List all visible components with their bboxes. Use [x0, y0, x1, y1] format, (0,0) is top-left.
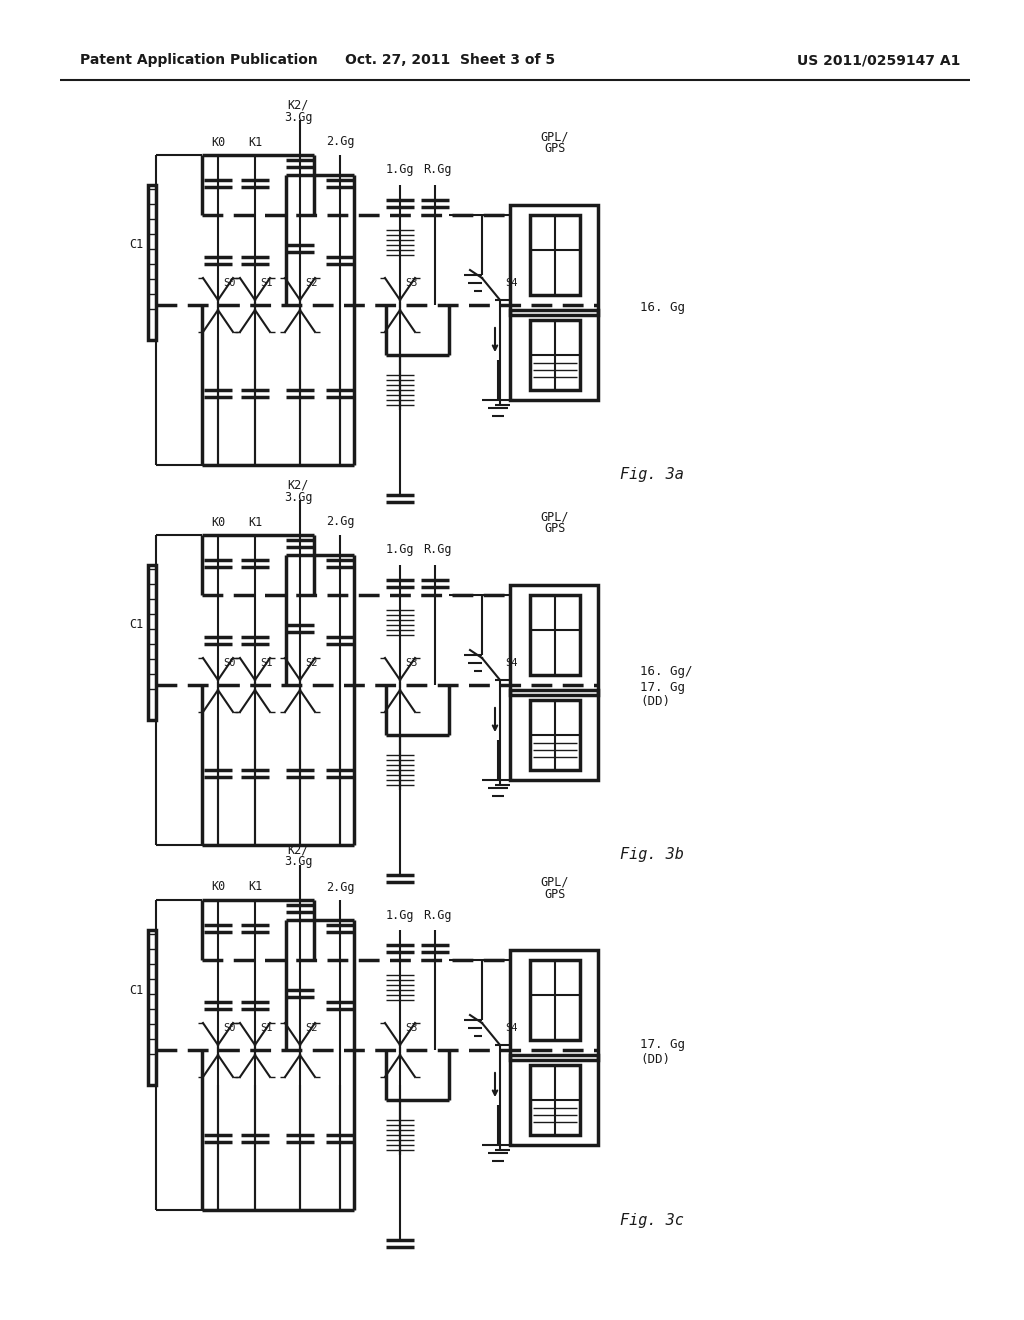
Text: K2/: K2/	[288, 843, 308, 857]
Text: S4: S4	[505, 1023, 517, 1034]
Text: R.Gg: R.Gg	[423, 164, 452, 177]
Text: S2: S2	[305, 1023, 317, 1034]
Text: S0: S0	[223, 657, 236, 668]
Text: S0: S0	[223, 1023, 236, 1034]
Bar	[148, 565, 156, 719]
Text: K0: K0	[211, 880, 225, 894]
Text: 3.Gg: 3.Gg	[284, 111, 312, 124]
Text: 1.Gg: 1.Gg	[386, 908, 415, 921]
Bar	[510, 690, 598, 780]
Bar	[510, 585, 598, 696]
Bar	[510, 310, 598, 400]
Text: C1: C1	[129, 239, 143, 252]
Text: S2: S2	[305, 279, 317, 288]
Text: S3: S3	[406, 279, 418, 288]
Text: GPL/: GPL/	[541, 875, 569, 888]
Text: K1: K1	[248, 516, 262, 528]
Text: 16. Gg: 16. Gg	[640, 301, 685, 314]
Text: GPS: GPS	[545, 143, 565, 156]
Text: Fig. 3a: Fig. 3a	[620, 467, 684, 483]
Text: K0: K0	[211, 136, 225, 149]
Bar	[530, 595, 580, 675]
Text: K2/: K2/	[288, 99, 308, 111]
Text: C1: C1	[129, 619, 143, 631]
Text: GPS: GPS	[545, 887, 565, 900]
Text: S1: S1	[260, 1023, 272, 1034]
Bar	[510, 1055, 598, 1144]
Bar	[148, 185, 156, 341]
Text: R.Gg: R.Gg	[423, 908, 452, 921]
Bar	[530, 700, 580, 770]
Bar	[148, 931, 156, 1085]
Bar	[510, 950, 598, 1060]
Text: S2: S2	[305, 657, 317, 668]
Text: Fig. 3c: Fig. 3c	[620, 1213, 684, 1228]
Text: 17. Gg
(DD): 17. Gg (DD)	[640, 1038, 685, 1067]
Text: Patent Application Publication: Patent Application Publication	[80, 53, 317, 67]
Text: 1.Gg: 1.Gg	[386, 544, 415, 557]
Text: 1.Gg: 1.Gg	[386, 164, 415, 177]
Text: K1: K1	[248, 136, 262, 149]
Text: US 2011/0259147 A1: US 2011/0259147 A1	[797, 53, 961, 67]
Text: 3.Gg: 3.Gg	[284, 491, 312, 503]
Text: K1: K1	[248, 880, 262, 894]
Text: K2/: K2/	[288, 479, 308, 491]
Bar	[530, 215, 580, 294]
Text: S4: S4	[505, 279, 517, 288]
Text: Fig. 3b: Fig. 3b	[620, 847, 684, 862]
Text: K0: K0	[211, 516, 225, 528]
Text: S0: S0	[223, 279, 236, 288]
Text: 3.Gg: 3.Gg	[284, 855, 312, 869]
Text: S3: S3	[406, 1023, 418, 1034]
Text: 16. Gg/
17. Gg
(DD): 16. Gg/ 17. Gg (DD)	[640, 665, 692, 709]
Text: 2.Gg: 2.Gg	[326, 880, 354, 894]
Text: GPL/: GPL/	[541, 131, 569, 144]
Bar	[530, 319, 580, 389]
Text: 2.Gg: 2.Gg	[326, 516, 354, 528]
Bar	[510, 205, 598, 315]
Text: S3: S3	[406, 657, 418, 668]
Text: S1: S1	[260, 657, 272, 668]
Bar	[530, 1065, 580, 1135]
Text: GPS: GPS	[545, 523, 565, 536]
Text: GPL/: GPL/	[541, 511, 569, 524]
Text: Oct. 27, 2011  Sheet 3 of 5: Oct. 27, 2011 Sheet 3 of 5	[345, 53, 555, 67]
Text: C1: C1	[129, 983, 143, 997]
Bar	[530, 960, 580, 1040]
Text: 2.Gg: 2.Gg	[326, 136, 354, 149]
Text: S1: S1	[260, 279, 272, 288]
Text: S4: S4	[505, 657, 517, 668]
Text: R.Gg: R.Gg	[423, 544, 452, 557]
